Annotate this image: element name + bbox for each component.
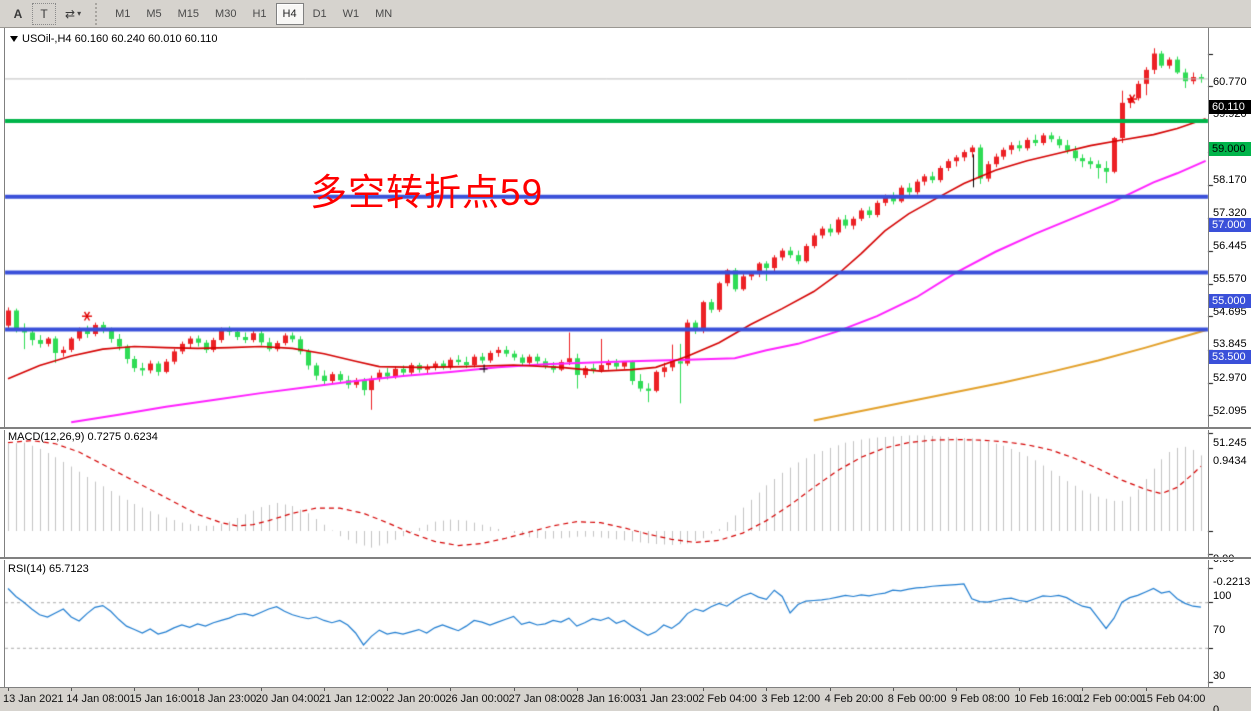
chart-left-border bbox=[4, 28, 5, 687]
macd-pane-header: MACD(12,26,9) 0.7275 0.6234 bbox=[8, 431, 158, 443]
time-axis-label: 8 Feb 00:00 bbox=[887, 693, 947, 705]
cycle-arrows-icon: ⇄ bbox=[65, 6, 76, 21]
rsi-axis-tick: 0 bbox=[1213, 704, 1220, 711]
chart-text-annotation: 多空转折点59 bbox=[310, 172, 544, 213]
rsi-axis-tick: 100 bbox=[1213, 590, 1232, 602]
text-tool-a-button[interactable]: A bbox=[6, 3, 30, 25]
symbol-dropdown-icon[interactable] bbox=[10, 36, 18, 42]
time-axis-tick bbox=[703, 688, 704, 691]
time-axis-label: 18 Jan 23:00 bbox=[192, 693, 257, 705]
timeframe-group: M1 M5 M15 M30 H1 H4 D1 W1 MN bbox=[107, 2, 400, 25]
timeframe-button-w1[interactable]: W1 bbox=[336, 3, 367, 25]
macd-indicator-label: MACD(12,26,9) bbox=[8, 431, 85, 443]
time-axis-label: 2 Feb 04:00 bbox=[698, 693, 757, 705]
time-axis-tick bbox=[640, 688, 641, 691]
text-tool-t-button[interactable]: T bbox=[32, 2, 56, 25]
time-axis-label: 28 Jan 16:00 bbox=[571, 693, 636, 705]
time-axis-tick bbox=[893, 688, 894, 691]
time-axis-label: 26 Jan 00:00 bbox=[445, 693, 510, 705]
timeframe-button-m15[interactable]: M15 bbox=[171, 3, 206, 25]
hline-price-badge: 53.500 bbox=[1209, 350, 1251, 365]
toolbar: A T ⇄ ▾ M1 M5 M15 M30 H1 H4 D1 W1 MN bbox=[0, 0, 1251, 28]
time-axis-tick bbox=[956, 688, 957, 691]
rsi-indicator-label: RSI(14) bbox=[8, 563, 46, 575]
axis-border-line bbox=[1208, 28, 1209, 687]
time-axis-strip[interactable] bbox=[0, 687, 1251, 711]
rsi-value-label: 65.7123 bbox=[48, 563, 89, 575]
timeframe-button-d1[interactable]: D1 bbox=[306, 3, 334, 25]
time-axis-label: 15 Feb 04:00 bbox=[1140, 693, 1206, 705]
time-axis-label: 22 Jan 20:00 bbox=[382, 693, 446, 705]
time-axis-label: 13 Jan 2021 bbox=[3, 693, 64, 705]
time-axis-label: 21 Jan 12:00 bbox=[319, 693, 383, 705]
rsi-pane-header: RSI(14) 65.7123 bbox=[8, 563, 89, 575]
time-axis-tick bbox=[71, 688, 72, 691]
timeframe-button-mn[interactable]: MN bbox=[368, 3, 399, 25]
chart-canvas[interactable] bbox=[0, 28, 1251, 711]
time-axis-label: 4 Feb 20:00 bbox=[824, 693, 884, 705]
toolbar-separator bbox=[95, 2, 103, 25]
price-pane-header: USOil-,H4 60.160 60.240 60.010 60.110 bbox=[10, 33, 218, 45]
time-axis-label: 20 Jan 04:00 bbox=[255, 693, 320, 705]
time-axis-tick bbox=[134, 688, 135, 691]
price-axis-tick: 54.695 bbox=[1213, 306, 1247, 319]
time-axis-tick bbox=[766, 688, 767, 691]
time-axis-tick bbox=[8, 688, 9, 691]
time-axis-tick bbox=[1082, 688, 1083, 691]
time-axis-label: 9 Feb 08:00 bbox=[951, 693, 1010, 705]
time-axis-tick bbox=[1019, 688, 1020, 691]
time-axis-tick bbox=[830, 688, 831, 691]
macd-axis-tick: 0.9434 bbox=[1213, 454, 1247, 467]
rsi-axis-tick: 30 bbox=[1213, 669, 1226, 682]
macd-axis-tick: -0.2213 bbox=[1213, 575, 1251, 588]
hline-price-badge: 57.000 bbox=[1209, 217, 1251, 232]
time-axis-label: 3 Feb 12:00 bbox=[761, 693, 821, 705]
price-axis-tick: 52.095 bbox=[1213, 404, 1247, 417]
cycle-arrows-dropdown-button[interactable]: ⇄ ▾ bbox=[58, 3, 88, 25]
timeframe-button-h1[interactable]: H1 bbox=[245, 3, 273, 25]
timeframe-button-m5[interactable]: M5 bbox=[139, 3, 168, 25]
price-axis-tick: 55.570 bbox=[1213, 272, 1247, 285]
time-axis-tick bbox=[387, 688, 388, 691]
price-axis-tick: 60.770 bbox=[1213, 75, 1247, 88]
price-axis-tick: 51.245 bbox=[1213, 436, 1247, 449]
timeframe-button-m30[interactable]: M30 bbox=[208, 3, 243, 25]
chart-region: USOil-,H4 60.160 60.240 60.010 60.110 MA… bbox=[0, 28, 1251, 711]
timeframe-button-h4[interactable]: H4 bbox=[275, 2, 304, 25]
macd-values-label: 0.7275 0.6234 bbox=[87, 431, 158, 443]
timeframe-button-m1[interactable]: M1 bbox=[108, 3, 137, 25]
time-axis-tick bbox=[577, 688, 578, 691]
time-axis-tick bbox=[198, 688, 199, 691]
time-axis-tick bbox=[1146, 688, 1147, 691]
chevron-down-icon: ▾ bbox=[77, 9, 82, 18]
hline-price-badge: 55.000 bbox=[1209, 293, 1251, 308]
time-axis-label: 15 Jan 16:00 bbox=[129, 693, 194, 705]
ohlc-values-label: 60.160 60.240 60.010 60.110 bbox=[74, 33, 218, 45]
pane-separator-macd-rsi[interactable] bbox=[0, 557, 1251, 560]
time-axis-label: 27 Jan 08:00 bbox=[508, 693, 573, 705]
time-axis-label: 14 Jan 08:00 bbox=[66, 693, 130, 705]
price-axis-tick: 57.320 bbox=[1213, 206, 1247, 219]
pane-separator-price-macd[interactable] bbox=[0, 427, 1251, 430]
time-axis-label: 12 Feb 00:00 bbox=[1077, 693, 1143, 705]
time-axis-tick bbox=[514, 688, 515, 691]
price-axis-tick: 58.170 bbox=[1213, 174, 1247, 187]
price-axis-tick: 56.445 bbox=[1213, 239, 1247, 252]
time-axis-tick bbox=[324, 688, 325, 691]
current-price-badge: 60.110 bbox=[1209, 99, 1251, 114]
time-axis-label: 31 Jan 23:00 bbox=[635, 693, 699, 705]
time-axis-label: 10 Feb 16:00 bbox=[1014, 693, 1080, 705]
price-axis-tick: 53.845 bbox=[1213, 338, 1247, 351]
hline-price-badge: 59.000 bbox=[1209, 142, 1251, 156]
time-axis-tick bbox=[261, 688, 262, 691]
time-axis-tick bbox=[450, 688, 451, 691]
price-axis-tick: 52.970 bbox=[1213, 371, 1247, 384]
rsi-axis-tick: 70 bbox=[1213, 624, 1226, 637]
symbol-period-label: USOil-,H4 bbox=[22, 33, 72, 45]
